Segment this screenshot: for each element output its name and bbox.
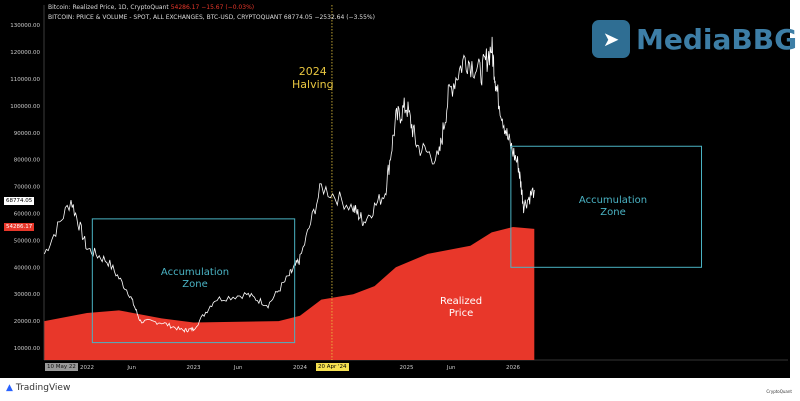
y-tick-label: 120000.00 bbox=[10, 50, 40, 56]
zone1-label-a: Accumulation bbox=[160, 267, 230, 278]
y-tick-label: 110000.00 bbox=[10, 77, 40, 83]
tradingview-icon: ▲ bbox=[6, 383, 13, 393]
realized-label-a: Realized bbox=[440, 296, 483, 307]
zone1-label-b: Zone bbox=[182, 279, 208, 290]
y-tick-label: 80000.00 bbox=[14, 158, 41, 164]
legend-realized-value: 54286.17 −15.67 (−0.03%) bbox=[170, 4, 255, 11]
x-tick-label: 2023 bbox=[187, 365, 201, 371]
y-tick-label: 130000.00 bbox=[10, 23, 40, 29]
zone2-label-b: Zone bbox=[600, 207, 626, 218]
x-tick-label: 2026 bbox=[506, 365, 520, 371]
tradingview-logo: ▲ TradingView bbox=[6, 383, 70, 393]
x-tick-label: 2024 bbox=[293, 365, 307, 371]
y-tick-label: 30000.00 bbox=[14, 292, 41, 298]
legend-realized: Bitcoin: Realized Price, 1D, CryptoQuant… bbox=[48, 4, 254, 12]
y-tick-label: 50000.00 bbox=[14, 238, 41, 244]
y-tick-label: 90000.00 bbox=[14, 131, 41, 137]
halving-year: 2024 bbox=[298, 65, 327, 78]
x-tick-label: 2025 bbox=[400, 365, 414, 371]
price-line bbox=[44, 36, 535, 333]
realized-tag: 54286.17 bbox=[4, 223, 35, 231]
cryptoquant-credit: CryptoQuant bbox=[766, 389, 792, 394]
realized-price-area bbox=[44, 226, 535, 360]
zone2-label-a: Accumulation bbox=[578, 195, 648, 206]
cursor-date-tag: 10 May 22 bbox=[45, 363, 78, 371]
zone2-label: Accumulation Zone bbox=[568, 195, 658, 219]
realized-label-b: Price bbox=[448, 308, 474, 319]
halving-date-tag: 20 Apr '24 bbox=[316, 363, 349, 371]
watermark: ➤ MediaBBG bbox=[592, 20, 797, 58]
price-tag: 68774.05 bbox=[4, 197, 35, 205]
legend-price: BITCOIN: PRICE & VOLUME - SPOT, ALL EXCH… bbox=[48, 14, 375, 21]
x-tick-label: Jun bbox=[126, 365, 136, 371]
y-tick-label: 10000.00 bbox=[14, 346, 41, 352]
halving-text: Halving bbox=[292, 78, 334, 91]
zone1-label: Accumulation Zone bbox=[150, 267, 240, 291]
watermark-text: MediaBBG bbox=[636, 22, 798, 56]
accumulation-zone-box-1 bbox=[91, 218, 296, 344]
realized-price-label: Realized Price bbox=[440, 296, 482, 320]
telegram-icon: ➤ bbox=[592, 20, 630, 58]
x-tick-label: Jun bbox=[233, 365, 243, 371]
y-tick-label: 70000.00 bbox=[14, 185, 41, 191]
y-tick-label: 100000.00 bbox=[10, 104, 40, 110]
x-tick-label: Jun bbox=[446, 365, 456, 371]
legend-realized-label: Bitcoin: Realized Price, 1D, CryptoQuant bbox=[48, 4, 169, 11]
tradingview-text: TradingView bbox=[15, 383, 71, 393]
accumulation-zone-box-2 bbox=[510, 145, 703, 268]
x-tick-label: 2022 bbox=[80, 365, 94, 371]
halving-label: 2024 Halving bbox=[292, 65, 334, 91]
y-tick-label: 40000.00 bbox=[14, 265, 41, 271]
y-tick-label: 60000.00 bbox=[14, 212, 41, 218]
y-tick-label: 20000.00 bbox=[14, 319, 41, 325]
